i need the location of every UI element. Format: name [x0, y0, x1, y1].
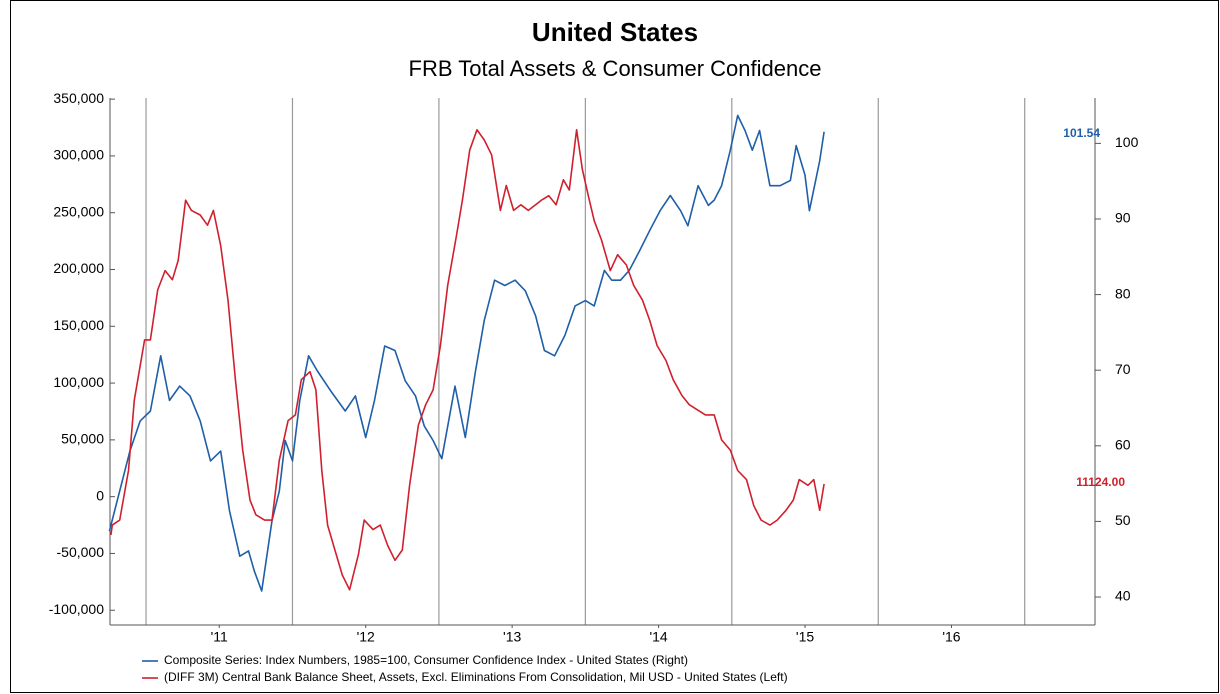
x-tick-label: '16: [942, 629, 960, 645]
y2-tick-label: 60: [1115, 437, 1131, 453]
x-tick-label: '13: [503, 629, 521, 645]
y2-tick-label: 70: [1115, 361, 1131, 377]
x-tick-label: '12: [357, 629, 375, 645]
annotation: 101.54: [1063, 126, 1100, 140]
y-tick-label: 200,000: [53, 260, 104, 276]
legend-label: (DIFF 3M) Central Bank Balance Sheet, As…: [164, 670, 788, 684]
y-tick-label: 100,000: [53, 374, 104, 390]
y2-tick-label: 90: [1115, 210, 1131, 226]
y2-tick-label: 50: [1115, 512, 1131, 528]
y-tick-label: 150,000: [53, 317, 104, 333]
chart-frame: [10, 0, 1219, 693]
y-tick-label: 50,000: [61, 431, 104, 447]
y2-tick-label: 80: [1115, 285, 1131, 301]
y-tick-label: 250,000: [53, 203, 104, 219]
x-tick-label: '15: [796, 629, 814, 645]
series-line: [108, 114, 825, 592]
chart-title: United States: [532, 17, 698, 47]
annotation: 11124.00: [1076, 475, 1125, 489]
y-tick-label: 0: [96, 487, 104, 503]
y-tick-label: -100,000: [49, 601, 104, 617]
y2-tick-label: 40: [1115, 588, 1131, 604]
series-line: [110, 129, 825, 591]
x-tick-label: '14: [649, 629, 667, 645]
legend-label: Composite Series: Index Numbers, 1985=10…: [164, 653, 688, 667]
y-tick-label: -50,000: [57, 544, 105, 560]
chart-subtitle: FRB Total Assets & Consumer Confidence: [409, 56, 822, 81]
y2-tick-label: 100: [1115, 134, 1139, 150]
y-tick-label: 300,000: [53, 147, 104, 163]
x-tick-label: '11: [211, 629, 228, 645]
y-tick-label: 350,000: [53, 90, 104, 106]
